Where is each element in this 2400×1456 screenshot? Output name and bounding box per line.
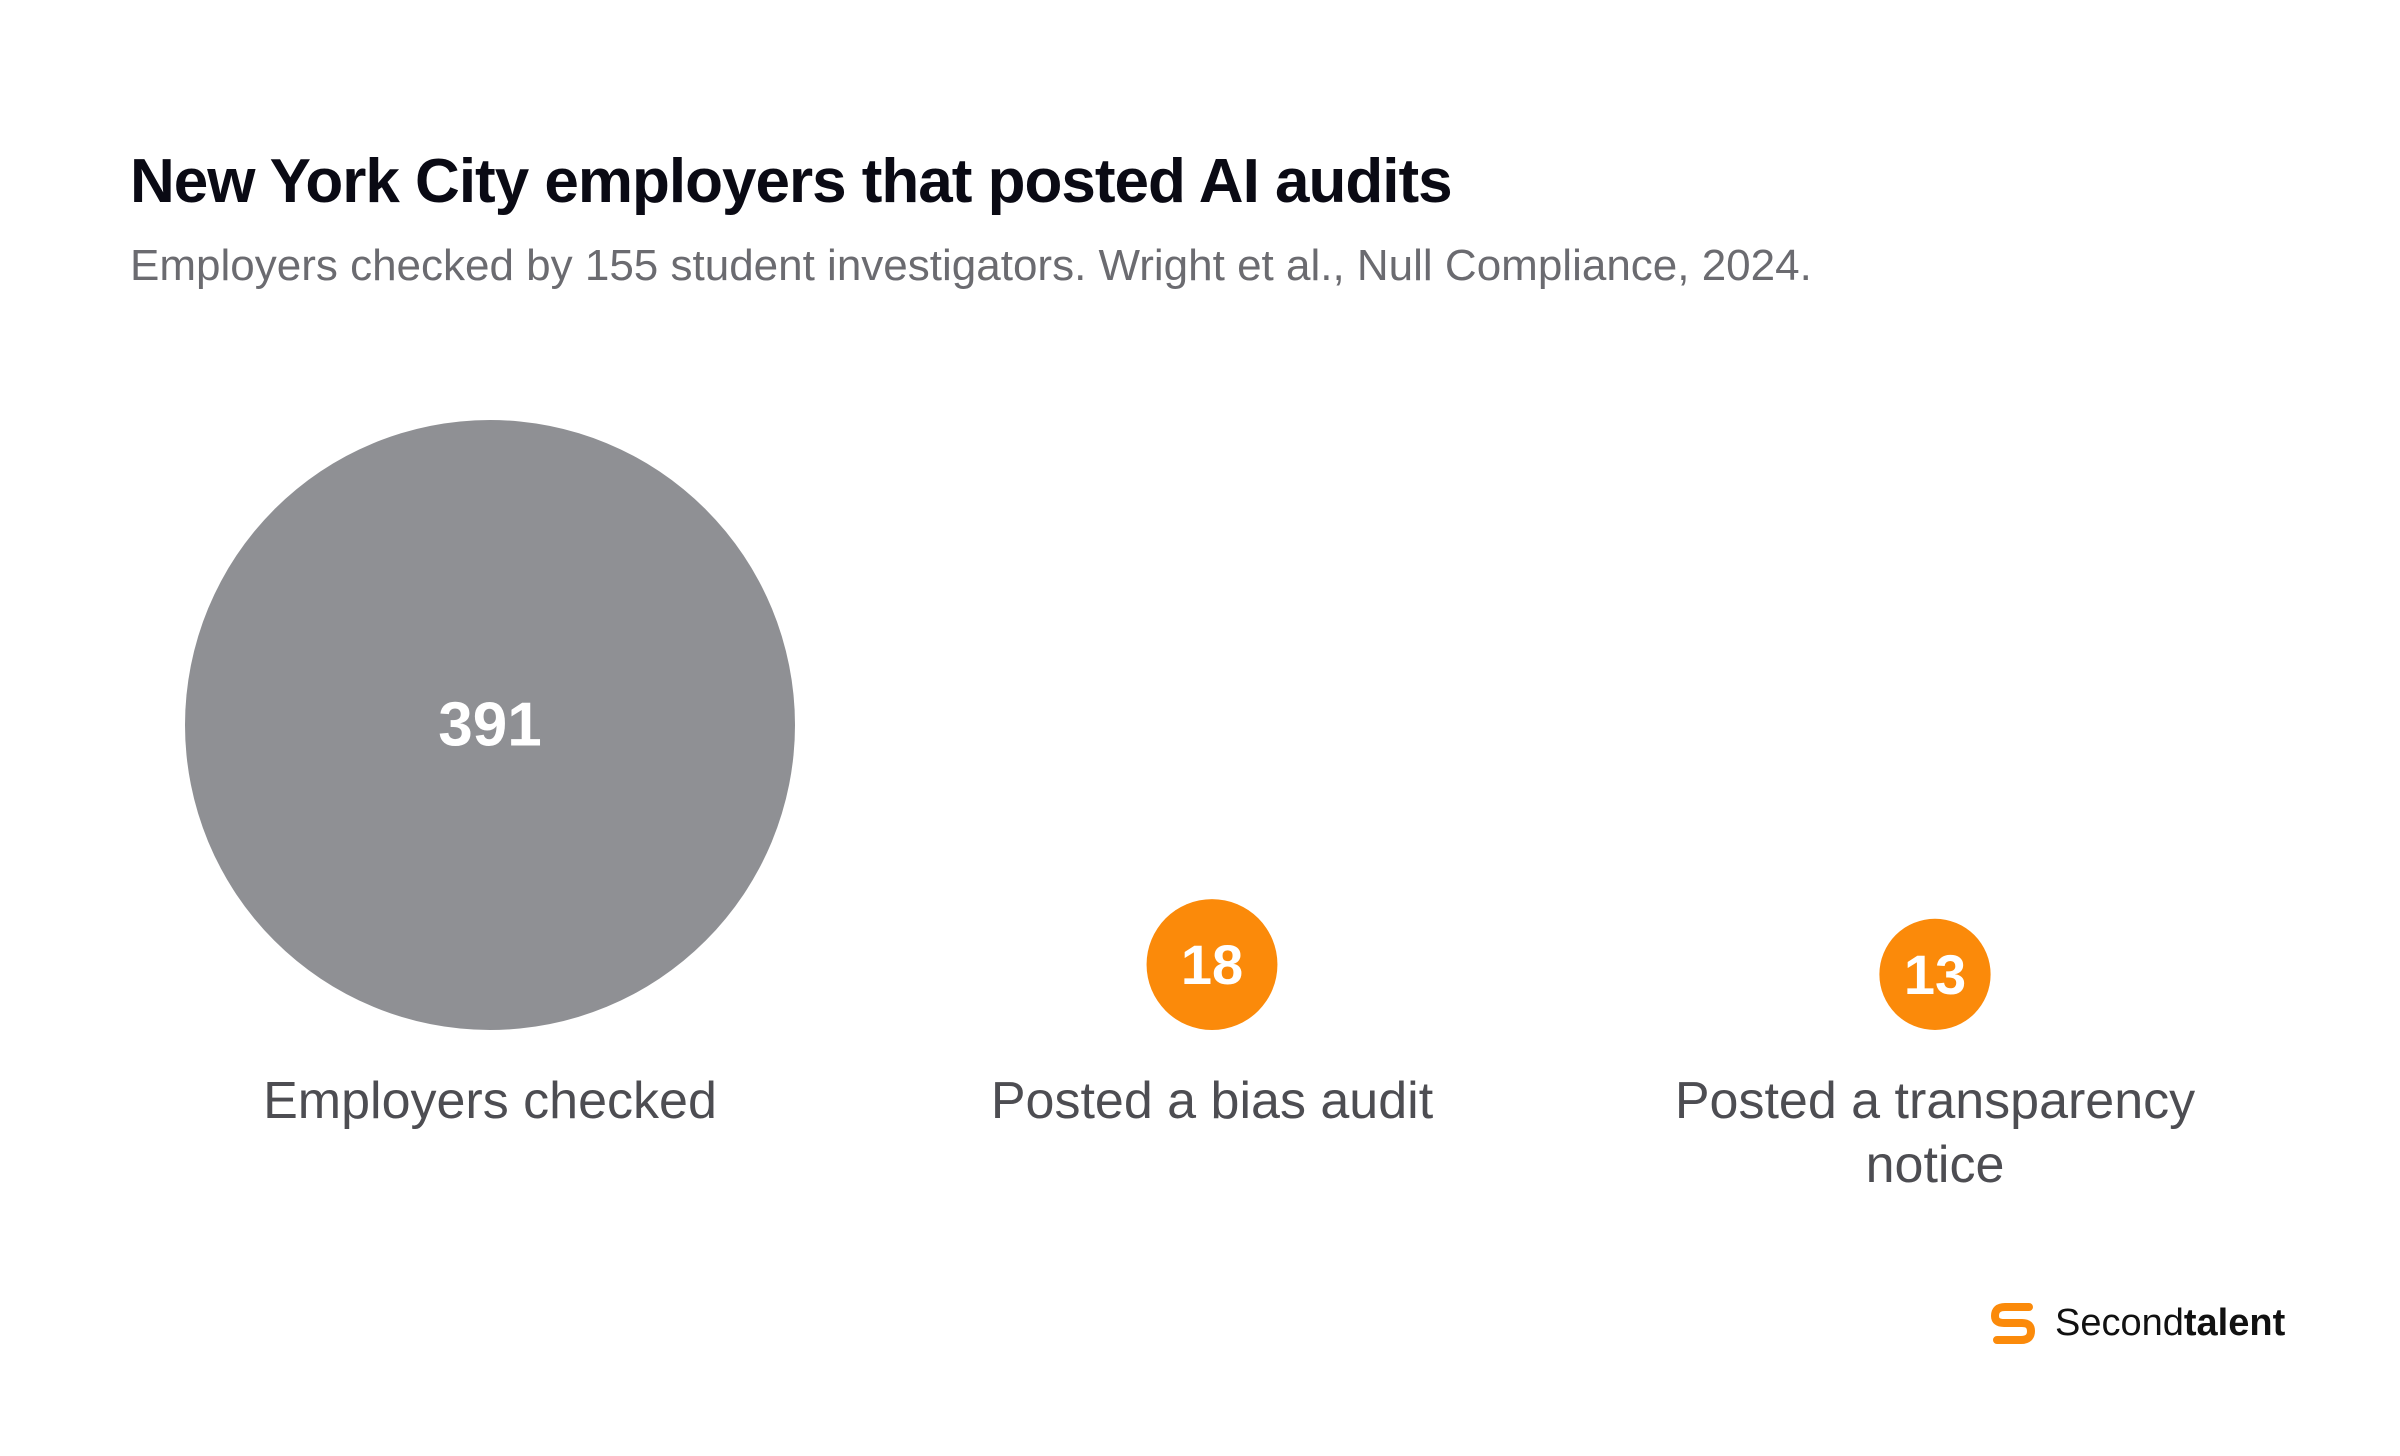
- bubble-group: 13 Posted a transparency notice: [1675, 918, 2195, 1194]
- brand-name-bold: talent: [2183, 1302, 2286, 1344]
- secondtalent-s-logo-icon: [1991, 1303, 2035, 1344]
- brand-name: Secondtalent: [2055, 1304, 2285, 1342]
- brand-name-light: Second: [2055, 1302, 2184, 1344]
- category-label: Employers checked: [263, 1072, 717, 1130]
- bubble-group: 18 Posted a bias audit: [991, 899, 1434, 1130]
- category-label: Posted a bias audit: [991, 1072, 1434, 1130]
- category-label: Posted a transparency: [1675, 1072, 2195, 1130]
- category-label: notice: [1866, 1136, 2005, 1194]
- bubble-group: 391 Employers checked: [185, 420, 795, 1130]
- bubble-value-label: 13: [1904, 943, 1966, 1006]
- brand-logo: Secondtalent: [1985, 1295, 2285, 1351]
- bubble-value-label: 391: [438, 691, 541, 760]
- bubble-mark: [1879, 918, 1991, 1030]
- chart-title: New York City employers that posted AI a…: [130, 147, 1453, 216]
- bubble-mark: [1146, 899, 1278, 1030]
- bubble-value-label: 18: [1181, 933, 1243, 996]
- bubble-mark: [185, 420, 795, 1030]
- chart-subtitle: Employers checked by 155 student investi…: [130, 241, 1812, 290]
